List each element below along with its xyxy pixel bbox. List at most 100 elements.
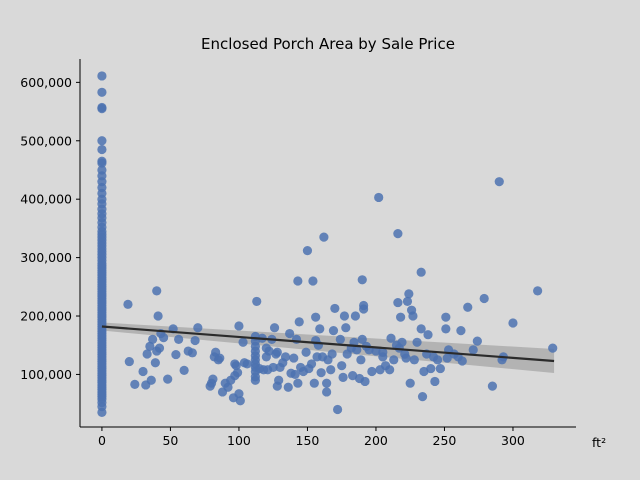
- data-point: [252, 296, 262, 307]
- data-point: [208, 374, 218, 384]
- data-point: [416, 267, 426, 277]
- data-point: [508, 318, 518, 328]
- x-tick-label: 0: [98, 433, 106, 448]
- data-point: [269, 323, 280, 333]
- data-point: [285, 328, 295, 339]
- data-point: [426, 363, 436, 374]
- data-point: [97, 87, 107, 97]
- data-point: [341, 323, 351, 333]
- data-point: [430, 376, 440, 387]
- data-point: [274, 375, 284, 385]
- data-point: [479, 293, 489, 304]
- data-point: [371, 346, 381, 356]
- data-point: [223, 382, 233, 392]
- data-point: [396, 312, 406, 322]
- data-point: [309, 378, 319, 388]
- data-point: [163, 374, 173, 384]
- data-point: [97, 156, 107, 166]
- data-point: [360, 376, 370, 387]
- data-point: [145, 341, 155, 351]
- data-point: [456, 326, 466, 336]
- data-point: [409, 355, 419, 365]
- x-tick-label: 300: [501, 433, 525, 448]
- data-point: [97, 165, 107, 175]
- data-point: [315, 324, 325, 334]
- data-point: [242, 359, 252, 369]
- axes: [76, 59, 576, 431]
- data-point: [150, 358, 160, 368]
- data-point: [234, 389, 244, 399]
- data-point: [319, 232, 329, 242]
- data-point: [283, 382, 293, 392]
- data-point: [326, 365, 336, 375]
- regression-line: [101, 325, 555, 363]
- data-point: [433, 355, 443, 365]
- data-point: [187, 348, 197, 358]
- data-point: [293, 378, 303, 388]
- data-point: [311, 312, 321, 322]
- data-point: [441, 312, 451, 322]
- data-point: [234, 321, 244, 331]
- data-point: [97, 144, 107, 155]
- data-point: [190, 335, 200, 346]
- data-point: [359, 304, 369, 314]
- data-point: [435, 363, 445, 374]
- data-point: [158, 333, 169, 343]
- data-point: [97, 102, 107, 113]
- data-point: [272, 347, 282, 357]
- data-point: [232, 368, 243, 378]
- data-point: [316, 368, 326, 378]
- data-point: [468, 345, 478, 355]
- y-tick-label: 200,000: [20, 309, 72, 324]
- data-point: [338, 372, 348, 382]
- data-point: [280, 352, 291, 362]
- y-tick-label: 600,000: [20, 75, 72, 90]
- data-point: [463, 302, 473, 312]
- y-tick-label: 400,000: [20, 192, 72, 207]
- x-tick-label: 50: [162, 433, 178, 448]
- data-point: [389, 355, 399, 365]
- data-point: [357, 334, 367, 344]
- data-point: [393, 229, 403, 239]
- data-point: [442, 353, 452, 363]
- data-point: [416, 324, 426, 334]
- y-tick-label: 300,000: [20, 250, 72, 265]
- data-point: [401, 353, 411, 363]
- data-point: [123, 299, 133, 309]
- chart-title: Enclosed Porch Area by Sale Price: [201, 35, 455, 53]
- data-point: [330, 303, 340, 314]
- data-point: [457, 356, 467, 366]
- data-point: [290, 369, 300, 380]
- data-point: [152, 286, 162, 296]
- data-point: [179, 365, 189, 375]
- data-point: [146, 375, 156, 385]
- data-point: [417, 392, 428, 402]
- data-point: [405, 378, 415, 388]
- data-point: [289, 353, 299, 363]
- data-point: [268, 362, 278, 373]
- data-point: [487, 381, 498, 391]
- data-point: [332, 404, 343, 415]
- data-point: [322, 387, 332, 397]
- data-point: [357, 275, 367, 285]
- data-point: [138, 366, 148, 377]
- data-point: [328, 326, 339, 336]
- data-point: [378, 352, 388, 362]
- data-point: [97, 71, 107, 81]
- x-tick-label: 250: [433, 433, 457, 448]
- x-tick-label: 150: [296, 433, 320, 448]
- y-tick-label: 500,000: [20, 133, 72, 148]
- y-tick-label: 100,000: [20, 367, 72, 382]
- data-point: [339, 311, 350, 321]
- data-point: [385, 365, 395, 375]
- data-point: [335, 334, 345, 344]
- data-point: [238, 337, 248, 347]
- data-point: [397, 337, 407, 347]
- data-point: [308, 276, 318, 286]
- data-point: [350, 311, 361, 321]
- x-tick-label: 100: [227, 433, 251, 448]
- data-point: [412, 337, 422, 347]
- data-point: [404, 289, 414, 299]
- data-point: [548, 343, 558, 353]
